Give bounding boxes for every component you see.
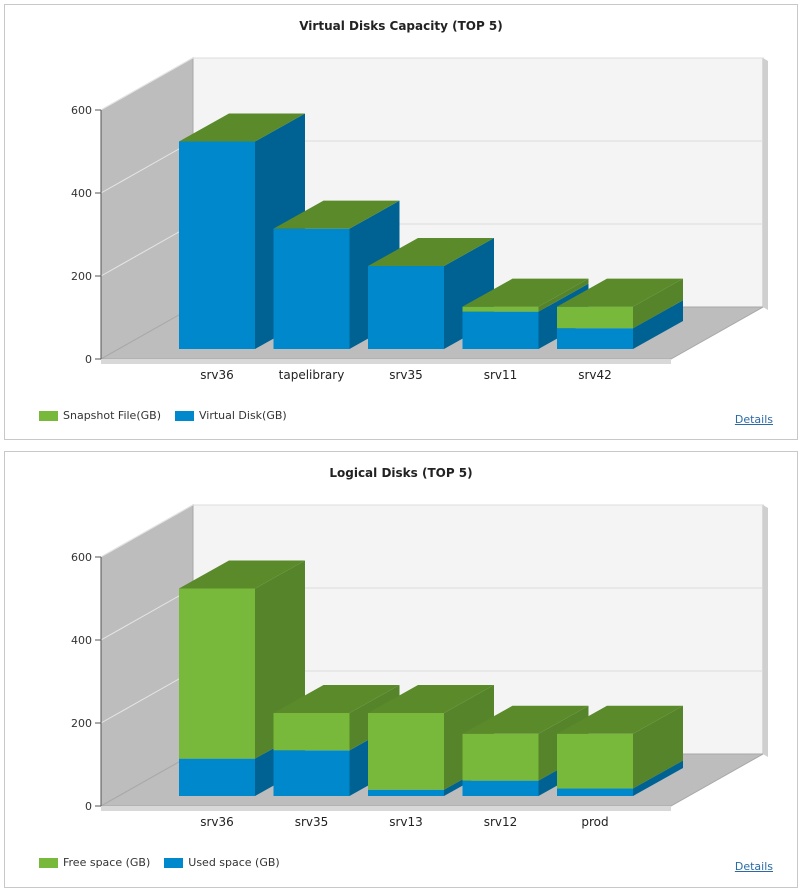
bar-side <box>633 705 683 789</box>
x-tick-label: srv36 <box>200 368 234 382</box>
bar-side <box>633 300 683 349</box>
bar-top <box>368 238 494 266</box>
bar-segment <box>273 750 350 796</box>
chart-panel-virtual-disks: Virtual Disks Capacity (TOP 5) 0 200 400 60… <box>4 4 798 440</box>
chart-wall-edge <box>763 505 768 757</box>
legend-swatch-green <box>39 857 58 868</box>
bar-segment <box>273 713 350 751</box>
x-tick-label: srv12 <box>484 815 518 829</box>
details-link[interactable]: Details <box>734 413 773 426</box>
gridline-side <box>100 504 194 558</box>
chart-legend: Free space (GB) Used space (GB) <box>39 856 280 869</box>
chart-title: Virtual Disks Capacity (TOP 5) <box>299 19 503 33</box>
bar-top <box>179 113 305 142</box>
bar-segment <box>557 306 633 329</box>
bar-top <box>273 200 400 229</box>
bar-segment <box>368 789 444 796</box>
gridline-side <box>100 587 194 641</box>
bar-top <box>462 705 589 734</box>
bar-side <box>538 278 589 312</box>
legend-item-snapshot-file: Snapshot File(GB) <box>39 409 161 422</box>
legend-swatch-blue <box>164 857 184 868</box>
x-tick-label: srv36 <box>200 815 234 829</box>
bar-segment <box>462 780 539 796</box>
legend-item-free-space: Free space (GB) <box>39 856 150 869</box>
y-tick-label: 600 <box>71 551 92 564</box>
gridline-side <box>100 57 194 111</box>
bar-top <box>273 685 400 713</box>
y-tick-label: 400 <box>71 634 92 647</box>
chart-legend: Snapshot File(GB) Virtual Disk(GB) <box>39 409 287 422</box>
y-tick-label: 0 <box>85 353 92 366</box>
x-tick-label: srv11 <box>484 368 518 382</box>
bar-top <box>368 685 494 713</box>
x-tick-label: prod <box>581 815 608 829</box>
bar-segment <box>462 311 539 349</box>
legend-label: Free space (GB) <box>63 856 151 869</box>
chart-panel-logical-disks: Logical Disks (TOP 5) 0 200 400 600 srv36 srv… <box>4 451 798 888</box>
legend-swatch-blue <box>174 410 194 421</box>
bar-segment <box>557 328 633 349</box>
legend-swatch-green <box>39 410 58 421</box>
x-tick-label: srv13 <box>389 815 423 829</box>
bar-segment <box>557 733 633 789</box>
bar-segment <box>179 758 255 796</box>
y-tick-label: 600 <box>71 104 92 117</box>
bar-segment <box>462 733 539 781</box>
y-tick-label: 200 <box>71 270 92 283</box>
x-tick-label: srv35 <box>295 815 329 829</box>
legend-label: Used space (GB) <box>188 856 280 869</box>
chart-logical-disks: 0 200 400 600 srv36 srv35 srv13 srv12 prod <box>71 504 768 829</box>
chart-floor-edge <box>101 806 671 811</box>
y-tick-label: 200 <box>71 717 92 730</box>
bar-segment <box>179 588 255 759</box>
bar-top <box>179 560 305 589</box>
gridline-side <box>100 223 194 277</box>
bar-top <box>462 278 589 307</box>
bar-segment <box>557 788 633 796</box>
bar-segment <box>368 266 444 349</box>
x-tick-label: srv42 <box>578 368 612 382</box>
bar-segment <box>179 141 255 349</box>
legend-item-virtual-disk: Virtual Disk(GB) <box>174 409 287 422</box>
legend-label: Snapshot File(GB) <box>63 409 161 422</box>
bar-top <box>557 705 683 734</box>
bar-side <box>633 760 683 796</box>
chart-virtual-disks: 0 200 400 600 srv36 tapelibrary srv35 srv11 srv4… <box>71 57 768 382</box>
legend-label: Virtual Disk(GB) <box>198 409 287 422</box>
gridline-side <box>100 140 194 194</box>
y-tick-label: 0 <box>85 800 92 813</box>
gridline-side <box>100 670 194 724</box>
bar-segment <box>273 228 350 349</box>
x-tick-label: srv35 <box>389 368 423 382</box>
bar-segment <box>462 306 539 312</box>
bar-side <box>633 278 683 329</box>
legend-item-used-space: Used space (GB) <box>164 856 280 869</box>
y-tick-label: 400 <box>71 187 92 200</box>
chart-title: Logical Disks (TOP 5) <box>329 466 473 480</box>
bar-top <box>557 278 683 307</box>
x-tick-label: tapelibrary <box>279 368 345 382</box>
bar-segment <box>368 713 444 790</box>
chart-floor-edge <box>101 359 671 364</box>
details-link[interactable]: Details <box>734 860 773 873</box>
chart-wall-edge <box>763 58 768 310</box>
